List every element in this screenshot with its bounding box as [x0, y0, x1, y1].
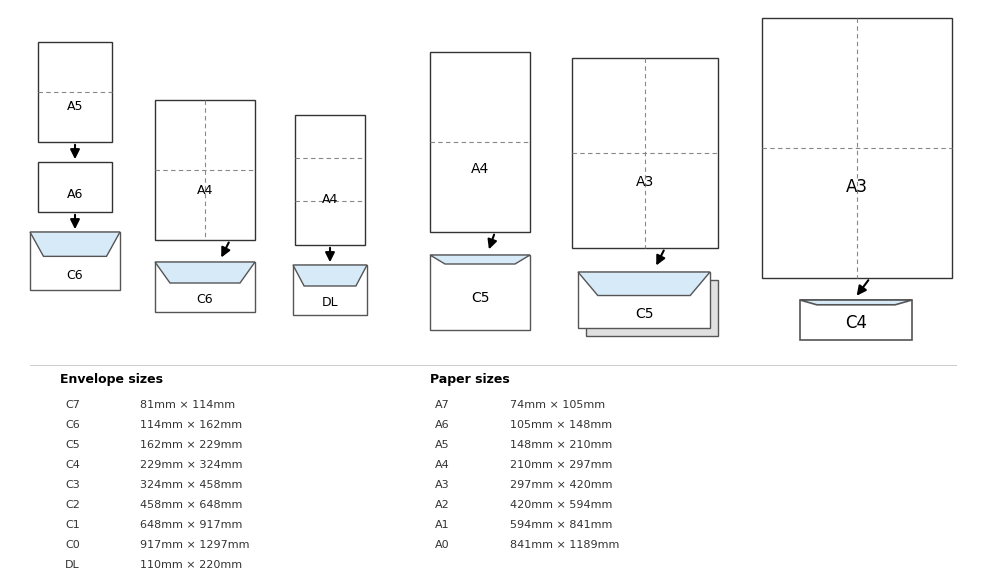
Bar — [295, 115, 365, 245]
Text: C5: C5 — [635, 307, 654, 321]
Bar — [38, 162, 112, 212]
Text: A7: A7 — [435, 400, 450, 410]
Text: C7: C7 — [65, 400, 80, 410]
Text: 297mm × 420mm: 297mm × 420mm — [510, 480, 612, 490]
Bar — [578, 272, 710, 328]
Polygon shape — [430, 255, 530, 264]
Bar — [155, 100, 255, 240]
Bar — [800, 300, 912, 340]
Text: A6: A6 — [435, 420, 450, 430]
Bar — [30, 232, 120, 290]
Text: A0: A0 — [435, 540, 450, 550]
Polygon shape — [293, 265, 367, 286]
Text: DL: DL — [65, 560, 80, 570]
Text: A4: A4 — [197, 184, 213, 198]
Text: 917mm × 1297mm: 917mm × 1297mm — [140, 540, 249, 550]
Text: 105mm × 148mm: 105mm × 148mm — [510, 420, 612, 430]
Polygon shape — [30, 232, 120, 256]
Text: A5: A5 — [67, 100, 83, 113]
Text: C5: C5 — [470, 291, 489, 305]
Text: 114mm × 162mm: 114mm × 162mm — [140, 420, 243, 430]
Text: 648mm × 917mm: 648mm × 917mm — [140, 520, 243, 530]
Text: 458mm × 648mm: 458mm × 648mm — [140, 500, 243, 510]
Bar — [155, 262, 255, 312]
Text: A3: A3 — [435, 480, 450, 490]
Text: C6: C6 — [65, 420, 80, 430]
Text: 324mm × 458mm: 324mm × 458mm — [140, 480, 243, 490]
Bar — [430, 52, 530, 232]
Polygon shape — [578, 272, 710, 295]
Text: A4: A4 — [471, 162, 489, 176]
Polygon shape — [800, 300, 912, 305]
Text: C4: C4 — [65, 460, 80, 470]
Text: A6: A6 — [67, 188, 83, 201]
Text: C6: C6 — [196, 293, 213, 306]
Text: A4: A4 — [321, 193, 338, 206]
Text: 148mm × 210mm: 148mm × 210mm — [510, 440, 612, 450]
Bar — [572, 58, 718, 248]
Text: C0: C0 — [65, 540, 80, 550]
Text: C2: C2 — [65, 500, 80, 510]
Text: 81mm × 114mm: 81mm × 114mm — [140, 400, 235, 410]
Text: A3: A3 — [846, 178, 868, 196]
Polygon shape — [155, 262, 255, 283]
Text: 74mm × 105mm: 74mm × 105mm — [510, 400, 605, 410]
Text: A2: A2 — [435, 500, 450, 510]
Bar — [586, 280, 718, 336]
Text: 210mm × 297mm: 210mm × 297mm — [510, 460, 612, 470]
Text: A4: A4 — [435, 460, 450, 470]
Text: 420mm × 594mm: 420mm × 594mm — [510, 500, 612, 510]
Text: DL: DL — [321, 296, 338, 309]
Bar — [762, 18, 952, 278]
Text: A3: A3 — [636, 175, 654, 188]
Text: C1: C1 — [65, 520, 80, 530]
Text: 841mm × 1189mm: 841mm × 1189mm — [510, 540, 619, 550]
Bar — [293, 265, 367, 315]
Text: C6: C6 — [67, 269, 83, 282]
Text: 229mm × 324mm: 229mm × 324mm — [140, 460, 243, 470]
Text: C4: C4 — [845, 314, 867, 332]
Bar — [38, 42, 112, 142]
Text: 162mm × 229mm: 162mm × 229mm — [140, 440, 243, 450]
Text: 594mm × 841mm: 594mm × 841mm — [510, 520, 612, 530]
Text: A1: A1 — [435, 520, 450, 530]
Text: A5: A5 — [435, 440, 450, 450]
Bar — [430, 255, 530, 330]
Text: C5: C5 — [65, 440, 80, 450]
Text: 110mm × 220mm: 110mm × 220mm — [140, 560, 243, 570]
Text: Paper sizes: Paper sizes — [430, 373, 510, 386]
Text: Envelope sizes: Envelope sizes — [60, 373, 163, 386]
Text: C3: C3 — [65, 480, 80, 490]
